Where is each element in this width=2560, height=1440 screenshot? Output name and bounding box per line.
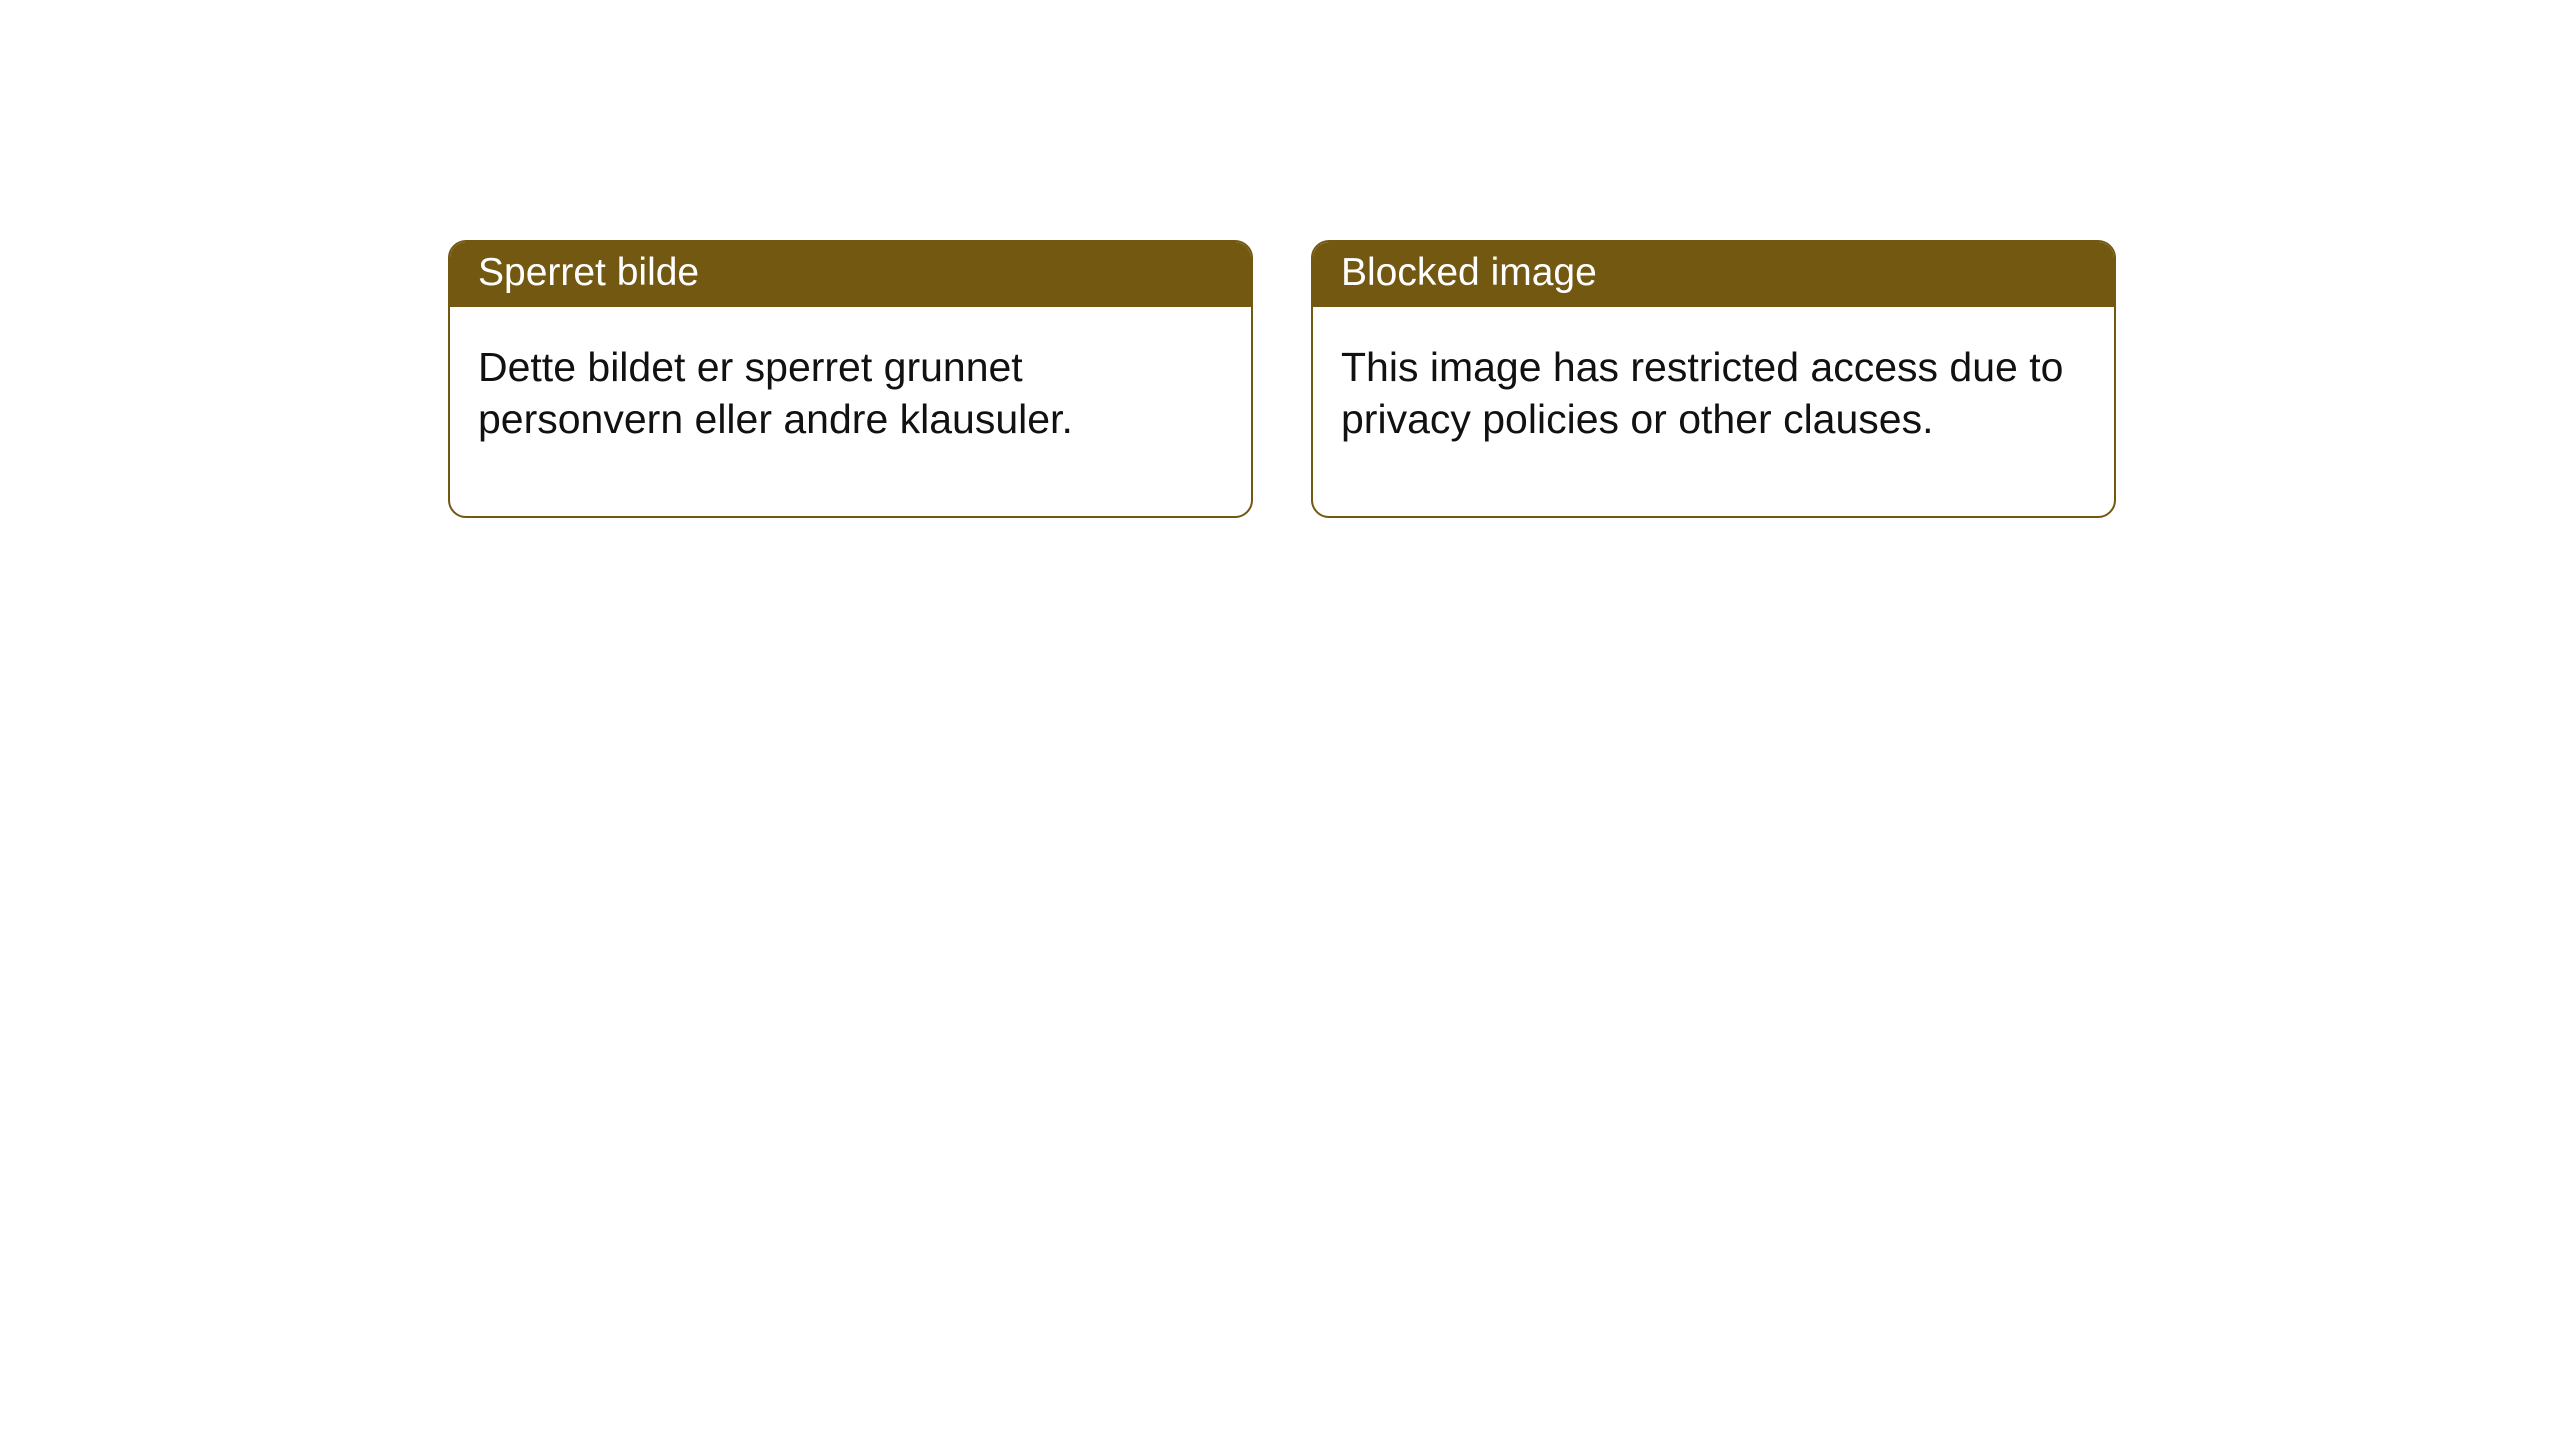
notice-card-english: Blocked image This image has restricted … bbox=[1311, 240, 2116, 518]
notice-header-english: Blocked image bbox=[1313, 242, 2114, 307]
notice-container: Sperret bilde Dette bildet er sperret gr… bbox=[448, 240, 2116, 518]
notice-card-norwegian: Sperret bilde Dette bildet er sperret gr… bbox=[448, 240, 1253, 518]
notice-header-norwegian: Sperret bilde bbox=[450, 242, 1251, 307]
notice-body-norwegian: Dette bildet er sperret grunnet personve… bbox=[450, 307, 1251, 516]
notice-body-english: This image has restricted access due to … bbox=[1313, 307, 2114, 516]
